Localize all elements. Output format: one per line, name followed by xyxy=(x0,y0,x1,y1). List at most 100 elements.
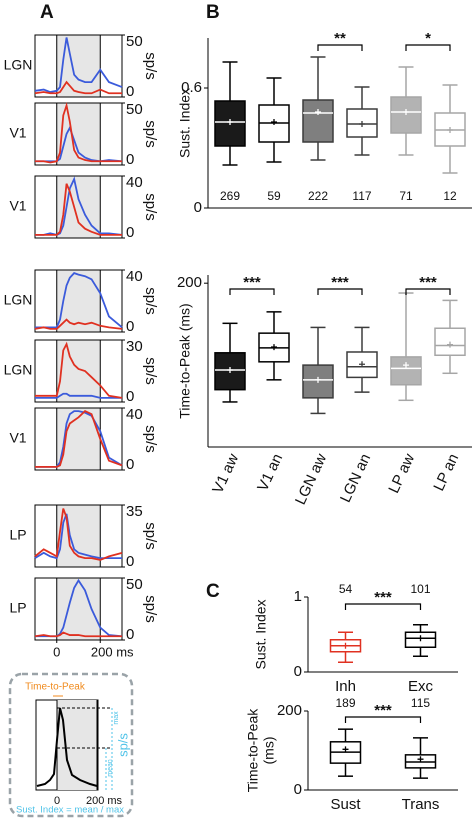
y-tick-label: 0 xyxy=(194,199,202,216)
count-label: 269 xyxy=(220,189,240,203)
box xyxy=(302,99,334,143)
mean-marker xyxy=(342,642,349,649)
box xyxy=(390,356,422,386)
bracket xyxy=(317,288,363,295)
mean-marker xyxy=(227,367,233,374)
trace xyxy=(35,101,122,164)
x-tick-label: V1 an xyxy=(254,451,286,494)
y-tick-label: 40 xyxy=(126,406,143,423)
inset-ylabel: sp/s xyxy=(115,733,130,757)
y-axis-label: sp/s xyxy=(142,357,159,385)
trace xyxy=(35,341,123,399)
x-tick-label: LGN aw xyxy=(292,451,330,507)
y-tick-label: 0.6 xyxy=(181,79,202,96)
stimulus-shade xyxy=(56,103,101,165)
inset-title: Time-to-Peak xyxy=(25,682,86,693)
plot-frame xyxy=(34,407,123,471)
x-tick-label: Inh xyxy=(335,678,356,695)
mean-marker xyxy=(315,376,321,383)
y-axis-label: sp/s xyxy=(142,120,159,148)
inset-x-tick: 200 ms xyxy=(86,795,123,807)
y-tick-label: 50 xyxy=(126,576,143,593)
y-tick-label: 40 xyxy=(126,174,143,191)
x-tick-label: 0 xyxy=(53,644,60,659)
box xyxy=(346,351,378,379)
plot-frame xyxy=(34,34,123,98)
mean-marker xyxy=(359,361,365,368)
y-tick-label: 200 xyxy=(177,274,202,291)
mean-marker xyxy=(342,746,349,753)
mean-marker xyxy=(447,127,453,133)
trace xyxy=(35,410,123,468)
bracket xyxy=(405,44,451,51)
bracket xyxy=(317,44,363,51)
panel-label: C xyxy=(206,581,220,602)
count-label: 222 xyxy=(308,189,328,203)
plot-frame xyxy=(34,175,123,239)
significance: *** xyxy=(374,589,392,606)
trace xyxy=(35,176,123,236)
x-tick-label: 200 ms xyxy=(91,644,134,659)
y-axis-label: sp/s xyxy=(142,425,159,453)
row-label: V1 xyxy=(9,198,26,214)
count-label: 189 xyxy=(335,696,355,710)
y-tick-label: 0 xyxy=(126,224,134,241)
trace xyxy=(34,513,122,560)
y-tick-label: 35 xyxy=(126,503,143,520)
y-axis-label: sp/s xyxy=(142,52,159,80)
y-tick-label: 0 xyxy=(294,781,302,798)
mean-marker xyxy=(359,121,365,127)
panel-label: A xyxy=(40,2,54,23)
count-label: 71 xyxy=(399,189,413,203)
y-tick-label: 30 xyxy=(126,338,143,355)
row-label: LGN xyxy=(4,292,33,308)
y-axis-label: sp/s xyxy=(142,193,159,221)
plot-frame xyxy=(34,102,123,166)
row-label: LP xyxy=(9,600,26,616)
y-tick-label: 40 xyxy=(126,268,143,285)
trace xyxy=(35,272,123,329)
count-label: 12 xyxy=(443,189,457,203)
y-tick-label: 0 xyxy=(126,388,134,405)
y-axis-label: Time-to-Peak xyxy=(245,708,261,793)
significance: *** xyxy=(331,274,349,291)
panel-label: B xyxy=(206,2,220,23)
y-axis-label: Sust. Index xyxy=(253,599,269,669)
y-axis-label: sp/s xyxy=(142,522,159,550)
y-tick-label: 0 xyxy=(126,151,134,168)
y-tick-label: 200 xyxy=(277,702,302,719)
y-axis-label: sp/s xyxy=(142,287,159,315)
box xyxy=(390,96,422,134)
mean-marker xyxy=(271,344,277,351)
y-tick-label: 0 xyxy=(126,83,134,100)
x-tick-label: LP aw xyxy=(385,451,418,496)
mean-marker xyxy=(315,109,321,115)
bracket xyxy=(344,603,422,610)
bracket xyxy=(344,716,422,723)
x-tick-label: LP an xyxy=(430,451,462,493)
x-tick-label: Exc xyxy=(408,678,434,695)
row-label: LGN xyxy=(4,57,33,73)
y-tick-label: 0 xyxy=(126,456,134,473)
inset-trace xyxy=(36,707,98,787)
trace xyxy=(34,508,123,561)
count-label: 101 xyxy=(410,582,430,596)
count-label: 117 xyxy=(352,189,371,203)
y-tick-label: 0 xyxy=(294,663,302,680)
x-tick-label: LGN an xyxy=(337,451,374,505)
significance: *** xyxy=(243,274,261,291)
mean-marker xyxy=(271,119,277,125)
mean-marker xyxy=(417,756,424,763)
inset-max: max xyxy=(113,711,120,725)
y-tick-label: 0 xyxy=(126,626,134,643)
mean-marker xyxy=(227,119,233,125)
x-tick-label: Trans xyxy=(402,796,440,813)
significance: *** xyxy=(419,274,437,291)
trace xyxy=(34,37,123,93)
x-tick-label: V1 aw xyxy=(209,451,242,496)
row-label: V1 xyxy=(9,430,26,446)
y-axis-label: Sust. Index xyxy=(177,88,193,158)
inset-shade xyxy=(57,700,97,790)
y-tick-label: 50 xyxy=(126,33,143,50)
